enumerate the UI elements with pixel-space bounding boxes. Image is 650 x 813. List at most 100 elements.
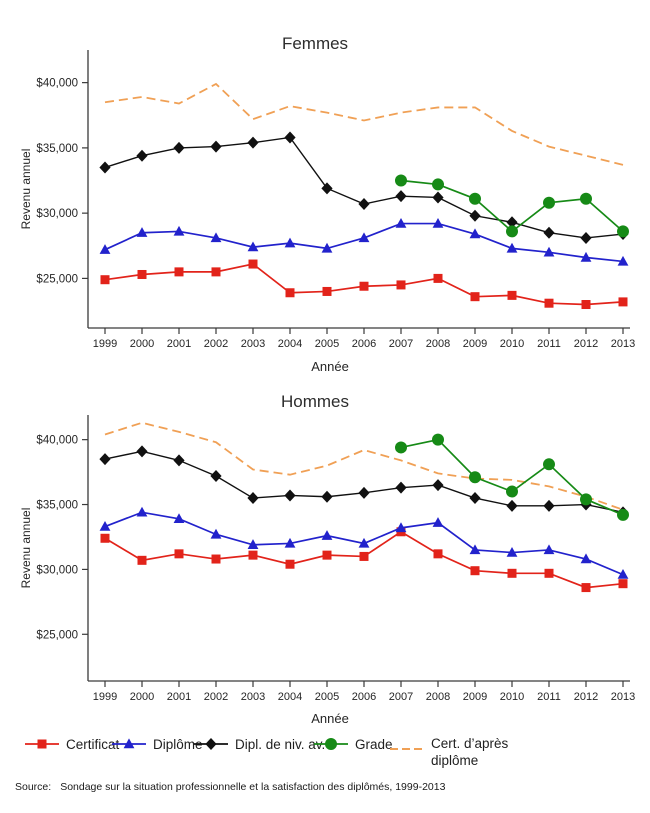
series-marker-diplome-femmes (321, 242, 333, 253)
series-marker-diplome-femmes (358, 232, 370, 243)
x-tick-label-femmes: 2008 (426, 338, 450, 350)
chart-panel-femmes: $40,000 $35,000 $30,000 $25,000 1999 2000 2001… (19, 34, 635, 374)
series-marker-certificat-femmes (174, 267, 184, 277)
x-tick-label-hommes: 2004 (278, 691, 302, 703)
series-marker-certificat-hommes (174, 549, 184, 559)
legend-item-diplome: Diplôme (112, 736, 203, 755)
x-tick-label-femmes: 2007 (389, 338, 413, 350)
series-marker-dipl-niv-av-hommes (173, 454, 185, 467)
circle-icon (314, 736, 348, 755)
y-tick-label-femmes: $35,000 (36, 143, 78, 155)
series-marker-diplome-femmes (136, 227, 148, 237)
series-marker-dipl-niv-av-femmes (99, 161, 111, 174)
series-marker-diplome-femmes (543, 246, 555, 257)
source-label: Source: (15, 781, 52, 793)
series-marker-certificat-femmes (248, 259, 258, 269)
series-marker-certificat-hommes (137, 555, 147, 565)
series-marker-dipl-niv-av-femmes (580, 231, 592, 244)
series-marker-diplome-hommes (617, 569, 629, 579)
series-marker-grade-femmes (617, 225, 629, 238)
series-marker-dipl-niv-av-hommes (432, 479, 444, 492)
series-marker-diplome-hommes (469, 544, 481, 555)
series-marker-grade-hommes (432, 433, 444, 446)
series-marker-diplome-hommes (99, 520, 111, 531)
series-marker-certificat-femmes (211, 267, 221, 277)
y-tick-label-hommes: $25,000 (36, 629, 78, 641)
x-tick-label-hommes: 2002 (204, 691, 228, 703)
series-marker-diplome-femmes (506, 242, 518, 253)
series-marker-diplome-femmes (210, 232, 222, 243)
series-marker-diplome-hommes (173, 513, 185, 524)
circle-glyph (325, 738, 337, 750)
series-marker-grade-femmes (469, 192, 481, 205)
series-marker-diplome-hommes (321, 530, 333, 540)
x-tick-label-hommes: 2010 (500, 691, 524, 703)
series-line-dipl-niv-av-femmes (104, 136, 624, 239)
series-marker-diplome-hommes (395, 522, 407, 533)
chart-panel-hommes: $40,000 $35,000 $30,000 $25,000 1999 2000 2001… (19, 392, 635, 726)
series-marker-dipl-niv-av-femmes (173, 141, 185, 154)
legend-item-certificat: Certificat (25, 736, 119, 755)
series-marker-certificat-femmes (433, 273, 443, 283)
series-marker-dipl-niv-av-femmes (469, 209, 481, 222)
source-note: Source: Sondage sur la situation professi… (15, 781, 635, 793)
x-tick-label-femmes: 2004 (278, 338, 302, 350)
y-tick-label-femmes: $25,000 (36, 273, 78, 285)
series-marker-diplome-femmes (580, 251, 592, 262)
x-tick-label-hommes: 2006 (352, 691, 376, 703)
series-marker-dipl-niv-av-hommes (210, 469, 222, 482)
x-tick-label-femmes: 1999 (93, 338, 117, 350)
series-marker-diplome-femmes (432, 217, 444, 228)
x-tick-label-hommes: 2005 (315, 691, 339, 703)
series-marker-grade-femmes (432, 178, 444, 191)
panel-title-femmes: Femmes (282, 34, 348, 53)
series-marker-diplome-hommes (247, 539, 259, 549)
x-tick-label-femmes: 2005 (315, 338, 339, 350)
triangle-glyph (123, 738, 135, 749)
series-marker-dipl-niv-av-femmes (210, 140, 222, 153)
x-tick-label-hommes: 2008 (426, 691, 450, 703)
series-marker-certificat-hommes (544, 568, 554, 578)
x-tick-label-femmes: 2003 (241, 338, 265, 350)
series-marker-certificat-hommes (618, 579, 628, 589)
legend-item-grade: Grade (314, 736, 393, 755)
square-glyph (37, 739, 47, 749)
series-marker-dipl-niv-av-femmes (432, 191, 444, 204)
x-tick-label-femmes: 2000 (130, 338, 154, 350)
series-marker-certificat-hommes (433, 549, 443, 559)
series-marker-certificat-hommes (100, 533, 110, 543)
series-marker-diplome-hommes (358, 537, 370, 548)
series-marker-certificat-hommes (211, 554, 221, 564)
series-marker-dipl-niv-av-hommes (99, 453, 111, 466)
series-marker-dipl-niv-av-hommes (284, 489, 296, 502)
series-marker-certificat-femmes (544, 298, 554, 308)
x-tick-label-hommes: 2001 (167, 691, 191, 703)
y-tick-label-hommes: $35,000 (36, 500, 78, 512)
x-tick-label-hommes: 2011 (537, 691, 561, 703)
series-marker-dipl-niv-av-femmes (395, 190, 407, 203)
series-marker-grade-hommes (506, 485, 518, 498)
legend-item-cert-apres: Cert. d’après diplôme (390, 736, 527, 770)
y-axis-title-femmes: Revenu annuel (19, 149, 33, 230)
series-marker-dipl-niv-av-hommes (358, 486, 370, 499)
series-marker-certificat-femmes (359, 281, 369, 291)
y-tick-label-hommes: $40,000 (36, 435, 78, 447)
legend-label: Certificat (66, 737, 120, 753)
series-marker-diplome-femmes (99, 244, 111, 254)
series-marker-diplome-femmes (284, 237, 296, 248)
series-marker-diplome-femmes (173, 225, 185, 236)
series-marker-grade-hommes (617, 508, 629, 521)
series-marker-grade-femmes (580, 192, 592, 205)
x-tick-label-femmes: 2013 (611, 338, 635, 350)
series-marker-certificat-femmes (322, 286, 332, 296)
series-marker-dipl-niv-av-femmes (247, 136, 259, 149)
series-line-cert-apres-hommes (104, 421, 624, 511)
series-marker-dipl-niv-av-hommes (321, 490, 333, 503)
series-marker-diplome-hommes (506, 546, 518, 557)
x-tick-label-hommes: 2000 (130, 691, 154, 703)
x-tick-label-hommes: 2009 (463, 691, 487, 703)
series-marker-certificat-hommes (581, 583, 591, 593)
legend-label: Cert. d’après diplôme (431, 736, 509, 768)
series-marker-diplome-hommes (284, 537, 296, 548)
legend-label: Dipl. de niv. av. (235, 737, 326, 753)
